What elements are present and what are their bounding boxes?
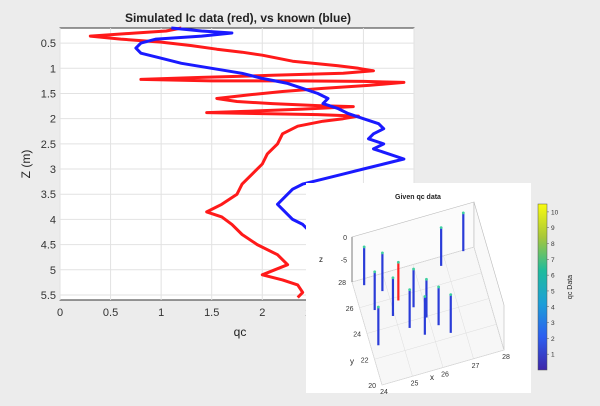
sample-top-point [425,277,428,281]
sample-top-point [373,270,377,274]
inset-grid-line [381,349,505,386]
inset-x-label: x [430,373,434,382]
inset-z-tick: 0 [343,235,347,242]
y-axis-label: Z (m) [19,150,33,179]
sample-top-point [376,305,380,309]
inset-grid-line [359,272,482,308]
sample-top-point [381,251,384,255]
sample-top-point [412,267,415,271]
inset-z-tick: -5 [341,258,347,265]
colorbar-gradient [537,203,548,371]
colorbar-tick-label: 7 [551,257,555,264]
y-tick-label: 5.5 [41,290,56,302]
y-tick-label: 3.5 [41,189,56,201]
colorbar-tick-label: 6 [551,273,555,280]
colorbar-label: qc Data [567,275,574,299]
sample-top-point [391,276,395,280]
colorbar-tick-label: 5 [551,288,555,295]
inset-x-tick: 24 [380,389,388,396]
inset-tick-labels: 24 25 26 27 28 20 22 24 26 28 0 -5 [338,235,510,396]
sample-top-point [396,260,400,264]
colorbar-tick-label: 4 [551,304,555,311]
sample-top-point [461,211,465,215]
y-tick-label: 3 [50,164,56,176]
inset-grid-line [366,298,490,334]
colorbar-tick-label: 8 [551,241,555,248]
colorbar-tick-label: 2 [551,336,555,343]
sample-top-point [423,295,427,298]
colorbar-tick-label: 9 [551,225,555,232]
inset-y-tick: 22 [361,357,369,364]
x-tick-label: 1.5 [204,307,219,319]
inset-title: Given qc data [395,194,441,201]
inset-x-tick: 25 [411,380,419,387]
inset-y-tick: 20 [368,383,376,390]
sample-top-point [437,285,440,289]
inset-y-tick: 26 [346,306,354,313]
x-tick-label: 2 [259,307,265,319]
inset-x-tick: 26 [441,372,449,379]
colorbar: 1 2 3 4 5 6 7 8 9 10 qc Data [537,203,574,371]
sample-top-point [408,288,412,292]
sample-top-point [449,293,453,297]
y-tick-label: 4 [50,214,56,226]
y-tick-label: 1 [50,63,56,75]
inset-y-tick: 24 [353,332,361,339]
inset-grid-line [351,246,475,283]
y-tick-label: 0.5 [41,38,56,50]
x-tick-label: 1 [158,307,164,319]
colorbar-tick-label: 10 [551,209,559,216]
sample-top-point [362,245,366,249]
x-tick-label: 0 [57,307,63,319]
inset-y-tick: 28 [338,280,346,287]
colorbar-tick-labels: 1 2 3 4 5 6 7 8 9 10 [547,209,559,359]
depth-profile-chart: 0 0.5 1 1.5 2 2.5 3 3.5 0.5 1 1.5 2 2.5 3 3.5 4 4.5 5 5.5… [19,11,422,339]
inset-grid-line [374,324,497,360]
y-tick-label: 5 [50,265,56,277]
sample-top-point [439,226,443,230]
simulated-series-line [88,26,406,299]
y-tick-label: 2.5 [41,139,56,151]
x-axis-label: qc [234,325,247,339]
inset-z-label: z [319,255,323,264]
x-tick-label: 0.5 [103,307,118,319]
y-tick-labels: 0.5 1 1.5 2 2.5 3 3.5 4 4.5 5 5.5 [41,38,56,302]
colorbar-tick-label: 1 [551,352,555,359]
inset-x-tick: 28 [502,354,510,361]
y-tick-label: 2 [50,114,56,126]
inset-y-label: y [350,357,354,366]
colorbar-tick-label: 3 [551,320,555,327]
chart-title: Simulated Ic data (red), vs known (blue) [125,11,351,25]
y-tick-label: 4.5 [41,240,56,252]
sample-columns [362,211,465,346]
y-tick-label: 1.5 [41,88,56,100]
inset-x-tick: 27 [472,363,480,370]
